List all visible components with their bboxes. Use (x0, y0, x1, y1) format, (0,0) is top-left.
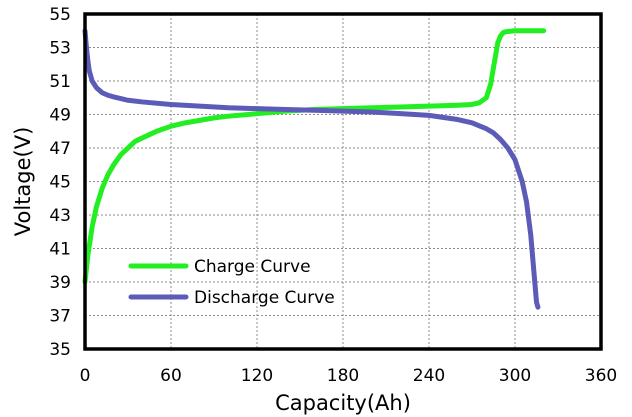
y-tick-label: 53 (49, 39, 71, 59)
x-tick-label: 0 (80, 366, 91, 386)
grid-lines (85, 14, 601, 349)
x-axis-label: Capacity(Ah) (275, 391, 411, 415)
y-tick-label: 37 (49, 307, 71, 327)
x-tick-label: 180 (327, 366, 359, 386)
y-tick-label: 51 (49, 72, 71, 92)
plot-area-frame (83, 12, 603, 351)
y-axis-label: Voltage(V) (11, 127, 35, 237)
y-tick-label: 49 (49, 106, 71, 126)
y-tick-label: 47 (49, 139, 71, 159)
charge-curve-line (82, 28, 547, 285)
y-tick-label: 45 (49, 173, 71, 193)
legend: Charge Curve Discharge Curve (128, 257, 335, 308)
x-tick-label: 300 (499, 366, 531, 386)
y-tick-label: 43 (49, 206, 71, 226)
series-lines (82, 28, 547, 310)
tick-labels: 0 60 120 180 240 300 360 35 37 39 41 43 45 47 49 51 53 55 (49, 5, 617, 386)
x-tick-label: 240 (413, 366, 445, 386)
x-tick-label: 360 (585, 366, 617, 386)
y-tick-label: 35 (49, 340, 71, 360)
discharge-curve-line (82, 28, 541, 310)
y-tick-label: 39 (49, 273, 71, 293)
y-tick-label: 55 (49, 5, 71, 25)
x-tick-label: 120 (241, 366, 273, 386)
x-tick-label: 60 (160, 366, 182, 386)
legend-label-discharge-curve: Discharge Curve (194, 288, 335, 308)
y-tick-label: 41 (49, 240, 71, 260)
legend-label-charge-curve: Charge Curve (194, 257, 311, 277)
